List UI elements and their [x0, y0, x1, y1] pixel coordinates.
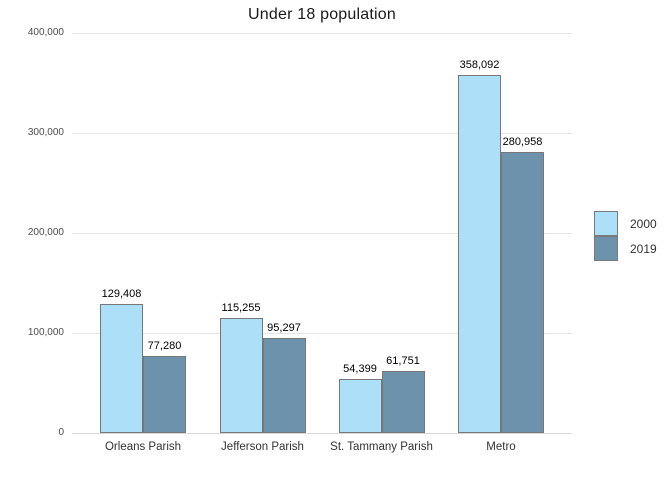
bar-value-label-2019-jefferson-parish: 95,297	[267, 321, 301, 334]
x-axis-label-metro: Metro	[486, 441, 516, 453]
bar-value-label-2000-metro: 358,092	[459, 58, 500, 71]
legend-label-2019: 2019	[630, 241, 657, 256]
bar-2019-orleans-parish	[143, 355, 186, 433]
x-axis-label-st-tammany-parish: St. Tammany Parish	[330, 441, 433, 453]
bar-2019-st-tammany-parish	[381, 371, 425, 433]
bar-value-label-2000-orleans-parish: 129,408	[101, 287, 142, 300]
gridline-200000	[72, 232, 572, 234]
bar-2000-orleans-parish	[100, 303, 143, 433]
x-axis-label-jefferson-parish: Jefferson Parish	[221, 441, 304, 453]
legend-swatch-2000	[594, 211, 618, 236]
bar-2019-jefferson-parish	[262, 337, 306, 433]
gridline-0	[72, 432, 572, 434]
y-tick-label-0: 0	[58, 427, 64, 438]
legend-item-2000: 2000	[594, 211, 657, 236]
legend-swatch-2019	[594, 236, 618, 261]
chart-title: Under 18 population	[248, 6, 396, 23]
bar-2000-st-tammany-parish	[338, 378, 382, 433]
legend: 2000 2019	[594, 211, 657, 261]
legend-item-2019: 2019	[594, 236, 657, 261]
y-tick-label-400000: 400,000	[27, 27, 64, 38]
y-tick-label-300000: 300,000	[27, 127, 64, 138]
bar-2019-metro	[501, 152, 544, 433]
bar-2000-jefferson-parish	[219, 317, 263, 433]
bar-value-label-2000-jefferson-parish: 115,255	[221, 301, 261, 314]
bar-value-label-2019-metro: 280,958	[502, 136, 543, 149]
bar-value-label-2000-st-tammany-parish: 54,399	[343, 362, 377, 375]
gridline-300000	[72, 132, 572, 134]
y-tick-label-200000: 200,000	[27, 227, 64, 238]
y-tick-label-100000: 100,000	[27, 327, 64, 338]
gridline-100000	[72, 332, 572, 334]
bar-2000-metro	[458, 74, 501, 433]
x-axis-label-orleans-parish: Orleans Parish	[104, 441, 182, 453]
legend-label-2000: 2000	[630, 216, 657, 231]
bar-value-label-2019-st-tammany-parish: 61,751	[386, 355, 420, 368]
gridline-400000	[72, 32, 572, 34]
bar-value-label-2019-orleans-parish: 77,280	[147, 339, 182, 352]
